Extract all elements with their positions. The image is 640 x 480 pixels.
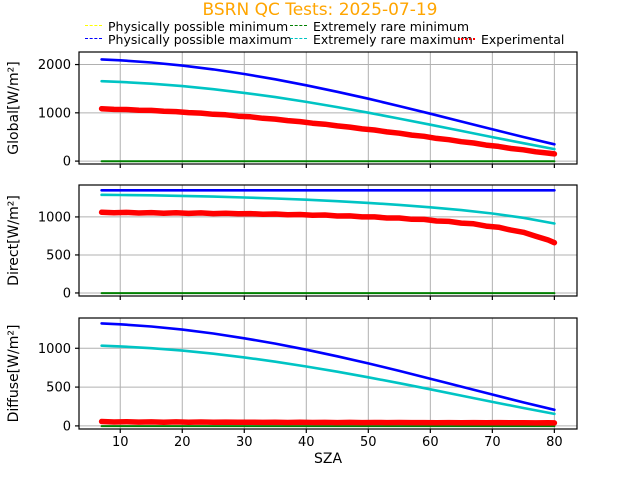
series-group	[98, 189, 558, 295]
legend-dashed-line-icon	[290, 38, 307, 39]
legend-label: Experimental	[481, 32, 565, 47]
series-experimental	[98, 105, 558, 157]
subplot-direct: 0 500 1000 Direct[W/m²]	[6, 184, 578, 301]
legend-dashed-line-icon	[85, 25, 102, 26]
y-tick-label: 0	[63, 155, 71, 170]
series-group	[98, 322, 558, 428]
y-tick-label: 0	[63, 286, 71, 301]
series-physically-possible-maximum	[100, 58, 556, 146]
y-tick-label: 500	[46, 248, 71, 263]
legend-dotted-line-icon	[458, 37, 475, 40]
legend: Physically possible minimum Extremely rar…	[0, 0, 640, 48]
legend-item-physically-possible-maximum: Physically possible maximum	[85, 32, 292, 46]
y-tick-label: 0	[63, 419, 71, 434]
y-tick-label: 1000	[38, 342, 71, 357]
series-experimental	[98, 418, 558, 426]
x-tick-label: 40	[298, 435, 315, 450]
legend-label: Physically possible minimum	[108, 19, 289, 34]
y-tick-label: 500	[46, 381, 71, 396]
legend-label: Extremely rare maximum	[313, 32, 473, 47]
legend-item-extremely-rare-maximum: Extremely rare maximum	[290, 32, 473, 46]
legend-dashed-line-icon	[290, 25, 307, 26]
legend-label: Extremely rare minimum	[313, 19, 470, 34]
y-tick-label: 2000	[38, 58, 71, 73]
legend-dashed-line-icon	[85, 38, 102, 39]
series-physically-possible-maximum	[100, 322, 556, 412]
plot-frame	[78, 317, 578, 430]
series-extremely-rare-maximum	[100, 193, 556, 225]
x-tick-label: 30	[236, 435, 253, 450]
legend-item-extremely-rare-minimum: Extremely rare minimum	[290, 19, 469, 33]
x-tick-label: 80	[546, 435, 563, 450]
x-tick-label: 10	[112, 435, 129, 450]
y-tick-label: 1000	[38, 210, 71, 225]
plot-frame	[78, 51, 578, 165]
series-experimental	[98, 209, 558, 246]
x-axis-label: SZA	[314, 451, 342, 467]
subplot-global: 0 1000 2000 Global[W/m²]	[6, 51, 578, 170]
plot-frame	[78, 184, 578, 297]
chart-title: BSRN QC Tests: 2025-07-19	[202, 0, 438, 20]
subplot-diffuse: 0 500 1000 10 20 30 40 50 60 70 80 SZA Diffuse[W/m²]	[6, 317, 578, 467]
y-tick-label: 1000	[38, 106, 71, 121]
series-extremely-rare-maximum	[100, 79, 556, 151]
x-tick-label: 20	[174, 435, 191, 450]
legend-label: Physically possible maximum	[108, 32, 292, 47]
y-axis-label-global: Global[W/m²]	[6, 61, 22, 154]
legend-item-experimental: Experimental	[458, 32, 564, 46]
legend-item-physically-possible-minimum: Physically possible minimum	[85, 19, 288, 33]
y-axis-label-direct: Direct[W/m²]	[6, 195, 22, 286]
x-tick-label: 50	[360, 435, 377, 450]
y-axis-label-diffuse: Diffuse[W/m²]	[6, 325, 22, 423]
series-extremely-rare-maximum	[100, 344, 556, 416]
x-tick-label: 70	[484, 435, 501, 450]
series-group	[98, 58, 558, 163]
x-tick-label: 60	[422, 435, 439, 450]
